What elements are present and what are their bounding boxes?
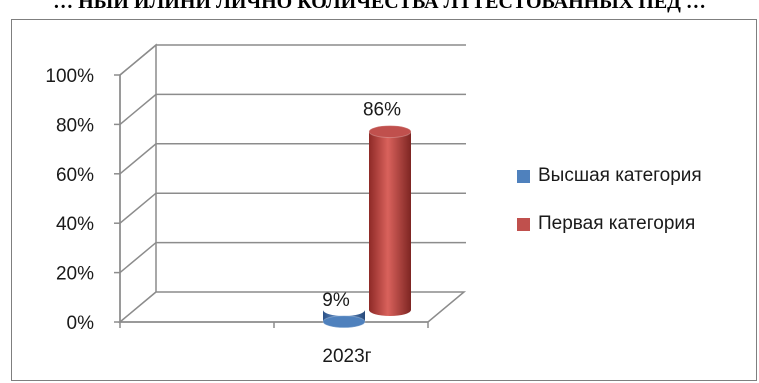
y-tick-label: 20% [56, 264, 94, 285]
legend-swatch-pervaya [517, 217, 530, 231]
y-tick-label: 60% [56, 165, 94, 186]
bar-pervaya [368, 125, 412, 316]
gridline [119, 241, 466, 274]
legend-item-pervaya: Первая категория [517, 211, 702, 237]
y-tick-label: 100% [45, 66, 94, 87]
gridline [119, 44, 466, 76]
gridline [119, 143, 466, 175]
bar-body [369, 131, 411, 316]
y-tick-label: 0% [67, 313, 95, 334]
y-tick-label: 40% [56, 214, 94, 235]
legend-label-vysshaya: Высшая категория [538, 165, 702, 186]
data-label: 86% [363, 100, 401, 121]
page-title: … НЫЙ ИЛИНИ ЛИЧНО КОЛИЧЕСТВА ЛТТЕСТОВАНН… [53, 0, 706, 13]
y-tick-label: 80% [56, 115, 94, 136]
side-wall [119, 43, 157, 324]
data-label: 9% [322, 290, 350, 311]
legend-label-pervaya: Первая категория [538, 213, 696, 234]
legend-item-vysshaya: Высшая категория [517, 163, 702, 189]
legend-swatch-vysshaya [517, 169, 530, 183]
bar-top [368, 125, 412, 139]
chart-frame [11, 19, 757, 381]
chart-legend: Высшая категория Первая категория [517, 163, 702, 259]
floor [117, 291, 467, 323]
x-category-label: 2023г [322, 346, 371, 367]
bar-vysshaya [322, 310, 366, 329]
gridline [119, 93, 466, 125]
bar-top [322, 315, 366, 329]
gridline [119, 192, 466, 224]
